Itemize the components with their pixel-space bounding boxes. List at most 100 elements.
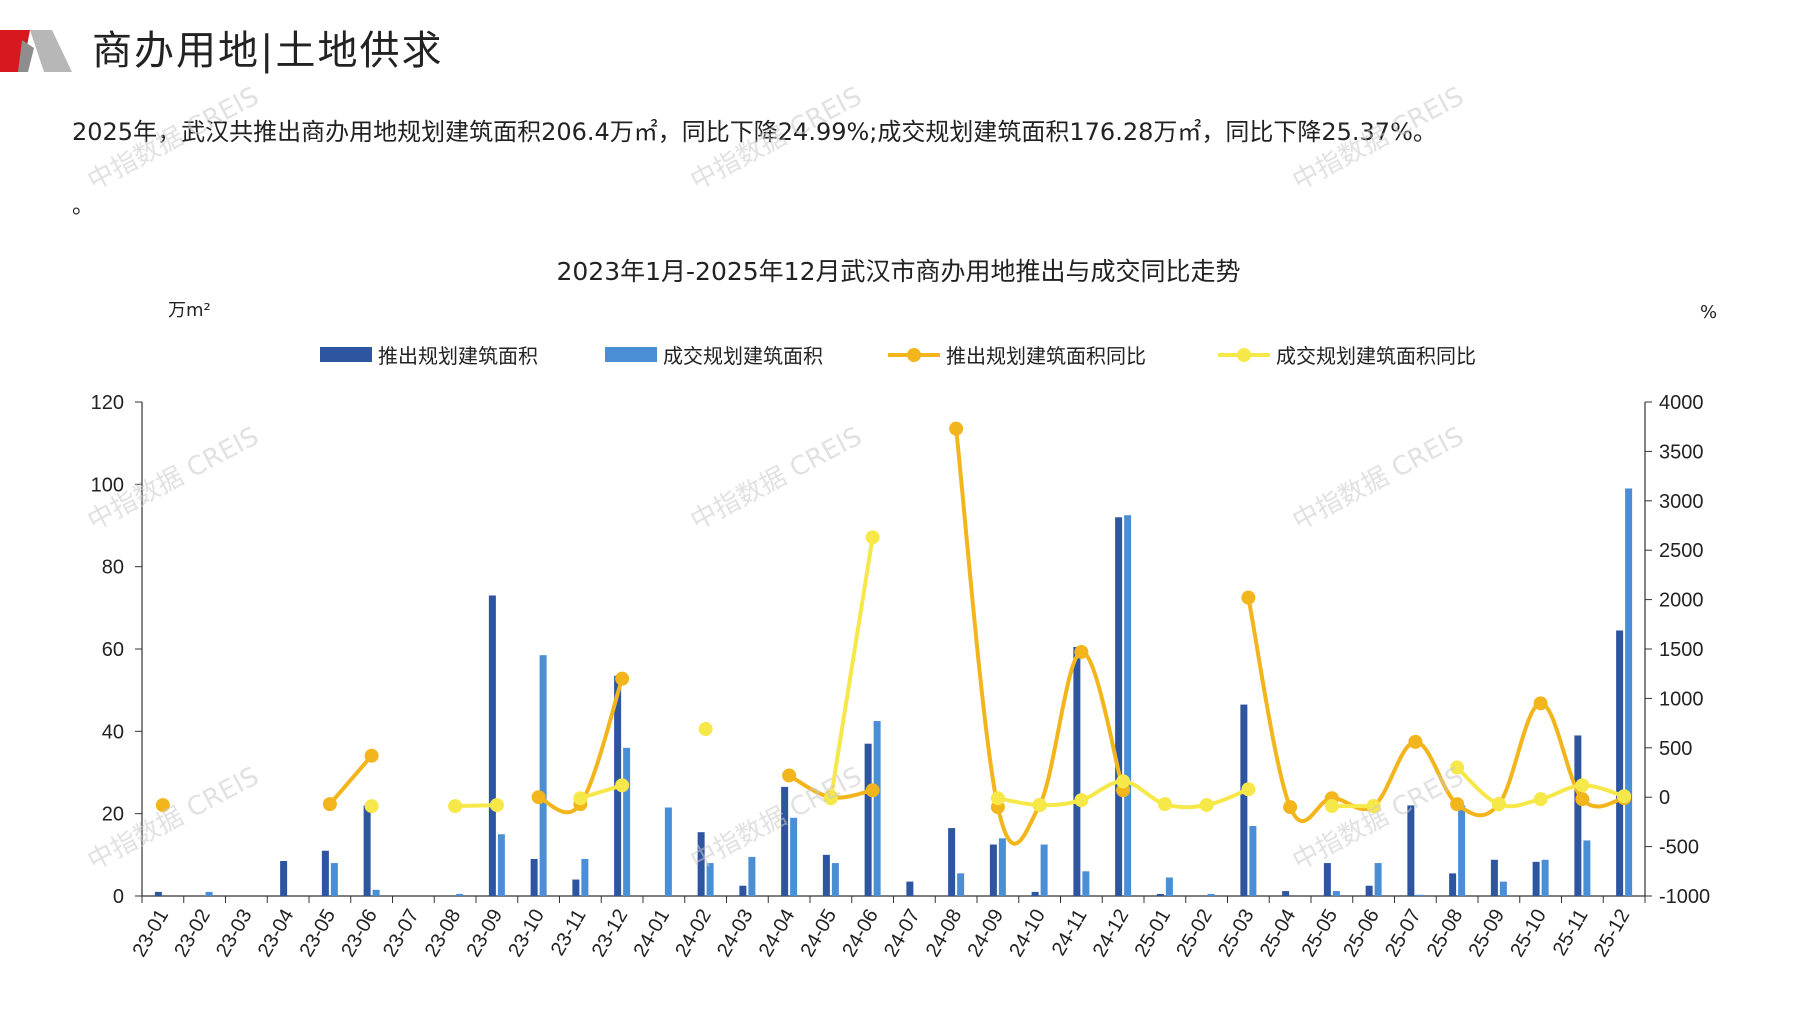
x-axis-tick-label: 23-12 [588, 906, 633, 961]
series-point [1157, 797, 1172, 812]
legend-marker [907, 348, 921, 362]
bar [1374, 863, 1382, 896]
right-axis-unit: % [1700, 302, 1717, 323]
bar [1416, 894, 1424, 896]
bar [363, 805, 371, 896]
series-point [1450, 797, 1465, 812]
stray-mark: 。 [72, 194, 95, 219]
left-axis-tick-label: 0 [113, 886, 124, 908]
x-axis-tick-label: 23-03 [212, 906, 257, 961]
series-point [1324, 799, 1339, 814]
bar [280, 861, 288, 896]
series-point [322, 797, 337, 812]
series-point [865, 530, 880, 545]
x-axis-tick-label: 23-11 [547, 906, 591, 960]
series-point [1241, 782, 1256, 797]
series-point [573, 791, 588, 806]
bar [1499, 881, 1507, 896]
bar [1574, 735, 1582, 896]
bar [205, 891, 213, 896]
bar [706, 863, 714, 896]
bar [1115, 517, 1123, 896]
x-axis-tick-label: 23-09 [463, 906, 508, 961]
x-axis-tick-label: 24-11 [1048, 906, 1092, 960]
series-point [364, 799, 379, 814]
x-axis-tick-label: 24-01 [630, 906, 675, 961]
series-point [1241, 590, 1256, 605]
bar [1031, 891, 1039, 896]
series-point [823, 791, 838, 806]
bar [1407, 805, 1415, 896]
x-axis-tick-label: 25-02 [1172, 906, 1217, 961]
legend-label: 成交规划建筑面积 [663, 344, 823, 368]
series-point [1533, 696, 1548, 711]
bar [831, 863, 839, 896]
x-axis-tick-label: 25-08 [1423, 906, 1468, 961]
x-axis-tick-label: 23-02 [170, 906, 215, 961]
bar [1625, 488, 1633, 896]
chart-title: 2023年1月-2025年12月武汉市商办用地推出与成交同比走势 [556, 257, 1241, 286]
series-point [489, 798, 504, 813]
legend-swatch [605, 347, 657, 362]
series-point [364, 748, 379, 763]
bar [697, 832, 705, 896]
x-axis-tick-label: 25-12 [1590, 906, 1635, 961]
series-point [1366, 799, 1381, 814]
right-axis-tick-label: 500 [1659, 738, 1692, 760]
x-axis-tick-label: 24-05 [797, 906, 842, 961]
bar [664, 807, 672, 896]
x-axis-tick-label: 23-08 [421, 906, 466, 961]
x-axis-tick-label: 23-07 [379, 906, 424, 961]
x-axis-tick-label: 23-06 [337, 906, 382, 961]
x-axis-tick-label: 24-04 [755, 906, 800, 961]
series-point [990, 791, 1005, 806]
x-axis-tick-label: 25-03 [1214, 906, 1259, 961]
bar [1249, 826, 1257, 896]
series-point [1074, 644, 1089, 659]
bar [781, 786, 789, 896]
right-axis-tick-label: 2500 [1659, 540, 1704, 562]
bar [1323, 863, 1331, 896]
bar [1532, 861, 1540, 896]
x-axis-tick-label: 24-07 [880, 906, 925, 961]
x-axis-tick-label: 25-09 [1465, 906, 1510, 961]
page-title: 商办用地|土地供求 [92, 28, 444, 74]
bar [1282, 891, 1290, 896]
bar [998, 838, 1006, 896]
bar [623, 747, 631, 896]
bar [581, 858, 589, 896]
x-axis-tick-label: 23-01 [129, 906, 174, 961]
x-axis-tick-label: 23-05 [296, 906, 341, 961]
left-axis-tick-label: 80 [102, 557, 124, 579]
right-axis-tick-label: -1000 [1659, 886, 1710, 908]
right-axis-tick-label: 4000 [1659, 392, 1704, 414]
right-axis-tick-label: -500 [1659, 837, 1699, 859]
bar [1082, 871, 1090, 896]
x-axis-tick-label: 25-01 [1131, 906, 1176, 961]
series-line [828, 537, 875, 799]
brand-logo-mark [0, 30, 72, 72]
right-axis-tick-label: 1000 [1659, 688, 1704, 710]
bar [1541, 859, 1549, 896]
left-axis-unit: 万m² [168, 300, 211, 321]
legend-label: 成交规划建筑面积同比 [1276, 344, 1476, 368]
series-line [954, 428, 1126, 846]
legend-marker [1237, 348, 1251, 362]
left-axis-tick-label: 40 [102, 721, 124, 743]
bar [1073, 646, 1081, 896]
series-point [1575, 792, 1590, 807]
bar [948, 828, 956, 896]
series-point [1408, 734, 1423, 749]
bar [1240, 704, 1248, 896]
bar [1165, 877, 1173, 896]
bar [539, 655, 547, 896]
series-point [1032, 798, 1047, 813]
right-axis-tick-label: 3500 [1659, 441, 1704, 463]
left-axis-tick-label: 60 [102, 639, 124, 661]
left-axis-tick-label: 100 [91, 474, 124, 496]
x-axis-tick-label: 25-11 [1549, 906, 1593, 960]
bar [1583, 840, 1591, 896]
series-point [531, 790, 546, 805]
x-axis-tick-label: 24-02 [671, 906, 716, 961]
